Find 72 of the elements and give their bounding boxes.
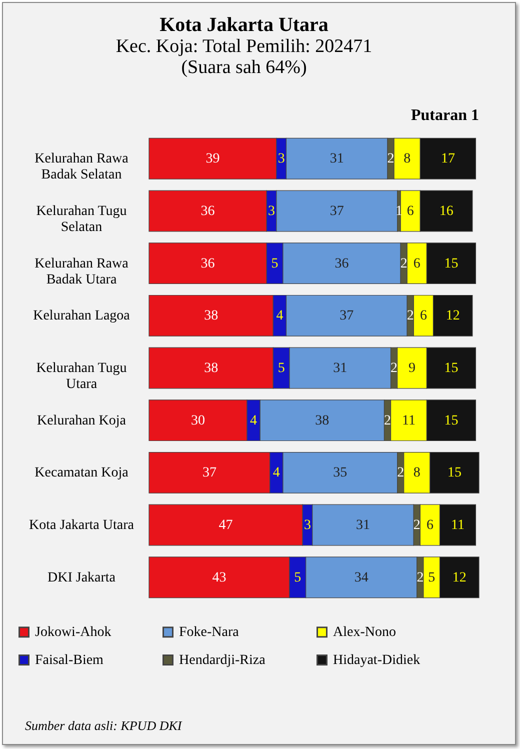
data-label: 15 [447,466,462,481]
data-label: 5 [294,570,302,586]
data-label: 34 [354,570,368,586]
data-label: 37 [340,308,354,324]
data-label: 2 [384,413,392,428]
data-label: 39 [206,152,220,167]
legend-label: Jokowi-Ahok [35,625,112,640]
data-label: 11 [451,518,465,534]
y-tick-label: Kelurahan Lagoa [33,308,131,324]
data-label: 16 [439,204,454,219]
data-label: 6 [426,518,434,534]
data-label: 38 [204,308,218,324]
data-label: 8 [413,466,420,481]
chart-title: Kota Jakarta Utara [160,14,328,36]
data-label: 6 [420,308,427,324]
data-label: 5 [278,361,285,376]
data-label: 12 [452,570,466,586]
data-label: 36 [200,204,215,219]
y-tick-label: Kelurahan Tugu Utara [36,361,127,392]
data-label: 2 [397,466,404,481]
data-label: 36 [200,256,215,272]
legend-label: Hidayat-Didiek [333,653,420,668]
data-label: 31 [356,518,370,534]
data-label: 5 [428,570,436,586]
data-label: 2 [406,308,414,324]
data-label: 37 [330,204,344,219]
data-label: 15 [444,361,458,376]
legend-label: Foke-Nara [179,625,240,640]
y-tick-label: Kelurahan Rawa Badak Utara [34,256,130,288]
text: Putaran 1 [411,107,479,124]
data-label: 6 [406,204,414,219]
y-tick-label: Kelurahan Tugu Selatan [36,204,127,235]
data-label: 2 [387,152,394,167]
legend-label: Alex-Nono [333,625,396,640]
data-label: 30 [191,413,206,428]
data-label: 37 [202,466,216,481]
data-label: 4 [250,413,258,428]
y-tick-label: Kelurahan Rawa Badak Selatan [34,152,130,183]
data-label: 6 [413,256,420,272]
data-label: 2 [416,570,424,586]
legend-label: Faisal-Biem [35,653,104,668]
data-label: 2 [400,256,408,272]
legend-label: Hendardji-Riza [179,653,266,668]
data-label: 38 [204,361,218,376]
y-tick-label: Kecamatan Koja [34,466,130,481]
data-label: 3 [304,518,311,534]
data-label: 12 [446,308,460,324]
data-label: 9 [408,361,416,376]
data-label: 5 [271,256,278,272]
y-tick-label: Kelurahan Koja [36,413,127,428]
y-tick-label: Kota Jakarta Utara [29,518,135,534]
data-label: 3 [278,152,285,167]
data-label: 47 [218,518,233,534]
chart-subtitle: Kec. Koja: Total Pemilih: 202471 (Suara sah 64%) [116,36,372,78]
data-label: 8 [404,152,411,167]
data-label: 11 [402,413,416,428]
y-tick-label: DKI Jakarta [47,570,116,586]
data-label: 17 [440,152,455,167]
data-label: 35 [333,466,348,481]
data-label: 43 [212,570,226,586]
data-label: 15 [444,413,458,428]
data-label: 4 [276,308,284,324]
text: Sumber data asli: KPUD DKI [25,718,182,734]
data-label: 3 [268,204,276,219]
data-label: 4 [272,466,280,481]
data-label: 31 [333,361,348,376]
data-label: 31 [330,152,344,167]
data-label: 15 [444,256,458,272]
data-label: 2 [413,518,420,534]
data-label: 36 [334,256,349,272]
data-label: 38 [315,413,330,428]
data-label: 2 [390,361,398,376]
